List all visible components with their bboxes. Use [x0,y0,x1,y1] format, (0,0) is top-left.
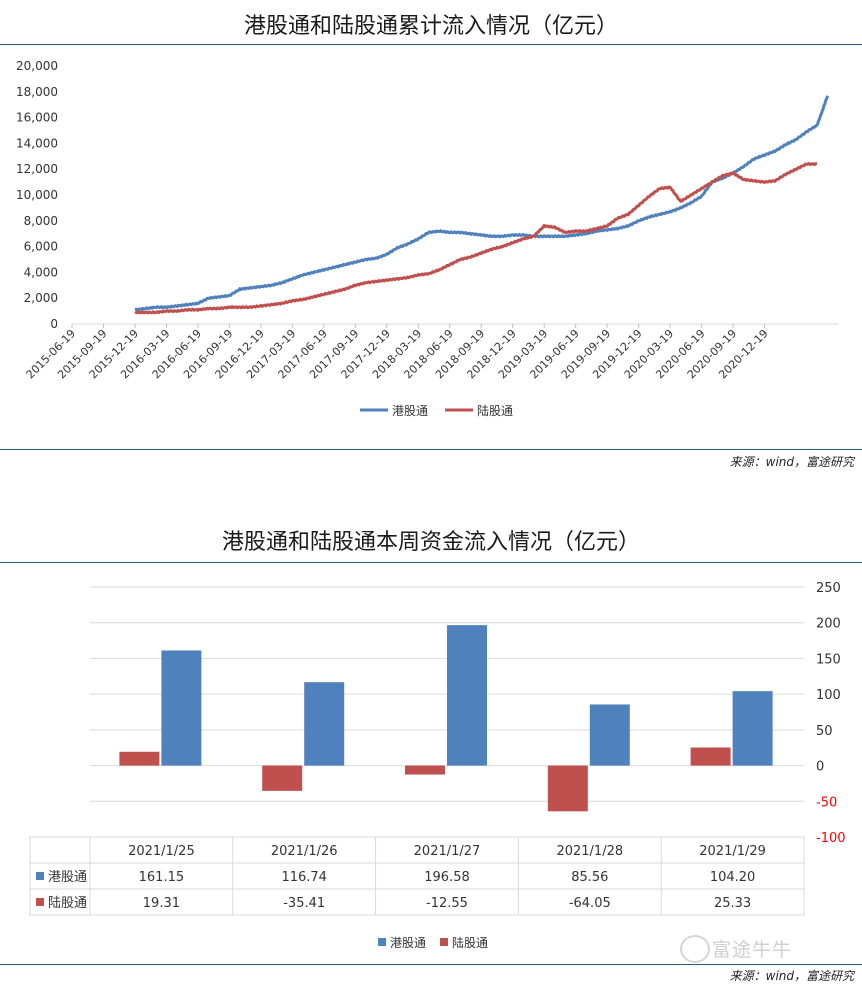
y-tick-label: 0 [50,317,58,331]
y-tick-label: 10,000 [16,188,58,202]
cumulative-line-chart: 0 2,000 4,000 6,000 8,000 10,000 12,000 14,000 1… [16,59,838,418]
legend-swatch-lu [440,938,448,946]
category-label: 2021/1/29 [699,844,766,859]
bar-lu-2021/1/27 [405,765,445,775]
y-tick-label: -100 [816,831,846,846]
y-tick-label: 6,000 [24,240,58,254]
category-label: 2021/1/28 [556,844,623,859]
bar-hk-2021/1/27 [447,625,487,766]
y-tick-label: 0 [816,760,824,775]
data-label: 161.15 [139,870,185,885]
bar-hk-2021/1/29 [732,691,773,766]
bar-lu-2021/1/25 [119,751,160,766]
y-tick-label: 8,000 [24,214,58,228]
data-label: 104.20 [710,870,756,885]
watermark-logo [680,935,710,963]
bar-lu-2021/1/28 [547,765,588,812]
y-tick-label: 20,000 [16,59,58,73]
legend-label-lu: 陆股通 [452,935,488,950]
table-row-label: 港股通 [48,870,87,885]
y-tick-label: 150 [816,652,841,667]
bottom-source-note: 来源：wind，富途研究 [729,969,854,983]
bar-hk-2021/1/28 [589,704,630,766]
legend-label-lu: 陆股通 [477,403,513,418]
data-label: 19.31 [143,896,180,911]
table-swatch-lu [36,898,44,906]
series-line-lu [134,162,818,315]
y-tick-label: -50 [816,795,837,810]
y-tick-label: 250 [816,581,841,596]
bar-lu-2021/1/29 [690,747,731,766]
y-tick-label: 2,000 [24,291,58,305]
watermark: 富途牛牛 [712,939,793,961]
top-source-note: 来源：wind，富途研究 [729,455,854,469]
y-tick-label: 12,000 [16,162,58,176]
bar-hk-2021/1/25 [161,650,202,766]
weekly-bar-chart: -100 -50 0 50 100 150 200 250 2021/1/25 2021/1/26… [29,581,846,950]
table-row-label: 陆股通 [48,895,87,911]
y-tick-label: 4,000 [24,265,58,279]
bar-hk-2021/1/26 [304,682,345,766]
data-label: -64.05 [569,896,611,911]
data-label: 25.33 [714,896,751,911]
bottom-bottom-rule [0,964,862,965]
legend-swatch-hk [378,938,386,946]
bar-lu-2021/1/26 [262,765,303,791]
y-tick-label: 200 [816,617,841,632]
category-label: 2021/1/26 [271,844,338,859]
y-tick-label: 14,000 [16,136,58,150]
legend-label-hk: 港股通 [392,404,428,418]
weekly-chart-title: 港股通和陆股通本周资金流入情况（亿元） [221,530,640,555]
y-tick-label: 100 [816,688,841,703]
data-label: -12.55 [426,896,468,911]
y-tick-label: 16,000 [16,111,58,125]
cumulative-chart-title: 港股通和陆股通累计流入情况（亿元） [243,14,618,39]
table-swatch-hk [36,872,44,880]
category-label: 2021/1/25 [128,844,195,859]
data-label: 85.56 [571,870,608,885]
top-title-rule [0,44,862,45]
bottom-title-rule [0,562,862,563]
data-label: 116.74 [281,870,327,885]
category-label: 2021/1/27 [414,844,481,859]
top-bottom-rule [0,449,862,450]
y-tick-label: 18,000 [16,85,58,99]
data-label: 196.58 [424,870,470,885]
legend-label-hk: 港股通 [390,936,426,950]
series-line-hk [134,95,829,312]
data-label: -35.41 [283,896,325,911]
y-tick-label: 50 [816,724,833,739]
